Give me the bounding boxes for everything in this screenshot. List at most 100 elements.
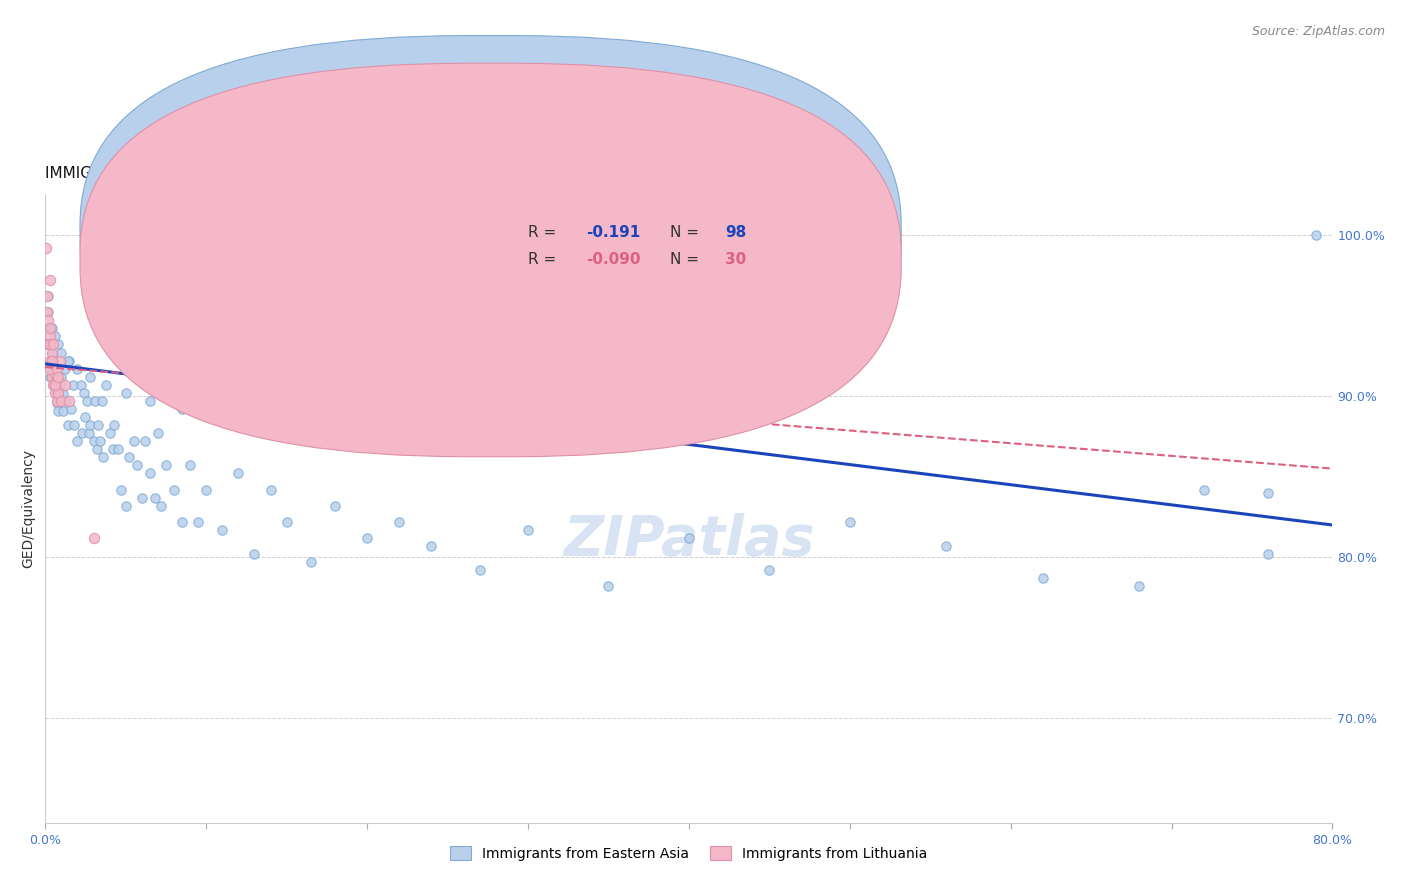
Point — [45, 369, 67, 384]
Point — [37, 305, 59, 319]
Point — [146, 426, 169, 441]
Point — [52, 403, 75, 417]
Point — [35, 241, 58, 255]
Point — [41, 353, 63, 368]
Point — [39, 369, 62, 384]
Point — [101, 442, 124, 457]
Point — [35, 289, 58, 303]
Point — [46, 403, 69, 417]
Point — [35, 305, 58, 319]
Point — [55, 393, 77, 408]
Point — [838, 515, 860, 529]
Point — [356, 531, 378, 545]
Point — [1257, 547, 1279, 561]
Point — [73, 385, 96, 400]
Text: 98: 98 — [725, 225, 747, 240]
Point — [516, 523, 538, 537]
Point — [468, 563, 491, 577]
FancyBboxPatch shape — [444, 207, 894, 277]
Point — [41, 361, 63, 376]
Point — [935, 539, 957, 553]
Point — [103, 418, 125, 433]
Point — [150, 499, 173, 513]
Point — [91, 450, 114, 465]
Point — [84, 393, 107, 408]
Point — [195, 483, 218, 497]
Point — [48, 353, 70, 368]
Point — [53, 377, 76, 392]
Point — [758, 563, 780, 577]
Point — [46, 385, 69, 400]
FancyBboxPatch shape — [80, 36, 901, 429]
Point — [131, 491, 153, 505]
Point — [58, 393, 80, 408]
FancyBboxPatch shape — [80, 63, 901, 457]
Legend: Immigrants from Eastern Asia, Immigrants from Lithuania: Immigrants from Eastern Asia, Immigrants… — [444, 840, 934, 866]
Point — [179, 458, 201, 473]
Point — [228, 467, 250, 481]
Point — [45, 395, 67, 409]
Point — [77, 426, 100, 441]
Point — [66, 361, 89, 376]
Point — [1192, 483, 1215, 497]
Text: 30: 30 — [725, 252, 747, 268]
Point — [51, 393, 73, 408]
Point — [163, 483, 186, 497]
Point — [118, 450, 141, 465]
Point — [51, 369, 73, 384]
Point — [44, 329, 66, 343]
Point — [323, 499, 346, 513]
Point — [44, 377, 66, 392]
Point — [62, 377, 84, 392]
Point — [678, 531, 700, 545]
Text: N =: N = — [669, 252, 703, 268]
Point — [259, 418, 281, 433]
Point — [98, 426, 121, 441]
Point — [39, 361, 62, 376]
Point — [39, 337, 62, 351]
Point — [46, 369, 69, 384]
Point — [110, 483, 132, 497]
Point — [90, 393, 112, 408]
Point — [276, 515, 298, 529]
Point — [51, 345, 73, 359]
Point — [1305, 227, 1327, 242]
Point — [56, 418, 79, 433]
Point — [69, 377, 91, 392]
Point — [46, 385, 69, 400]
Point — [134, 434, 156, 449]
Point — [87, 418, 110, 433]
Point — [114, 499, 136, 513]
Point — [79, 418, 101, 433]
Point — [83, 531, 105, 545]
Text: -0.191: -0.191 — [586, 225, 640, 240]
Text: Source: ZipAtlas.com: Source: ZipAtlas.com — [1251, 25, 1385, 38]
Point — [125, 458, 148, 473]
Point — [44, 385, 66, 400]
Point — [37, 313, 59, 327]
Point — [42, 357, 65, 371]
Point — [299, 555, 322, 569]
Point — [155, 458, 177, 473]
Point — [46, 337, 69, 351]
Point — [83, 434, 105, 449]
Point — [143, 491, 166, 505]
Point — [211, 523, 233, 537]
Point — [41, 347, 63, 361]
Point — [39, 353, 62, 368]
Text: IMMIGRANTS FROM EASTERN ASIA VS IMMIGRANTS FROM LITHUANIA GED/EQUIVALENCY CORREL: IMMIGRANTS FROM EASTERN ASIA VS IMMIGRAN… — [45, 166, 891, 181]
Point — [170, 515, 193, 529]
Point — [42, 377, 65, 392]
Text: ZIPatlas: ZIPatlas — [562, 513, 814, 567]
Point — [39, 321, 62, 335]
Point — [44, 367, 66, 381]
Text: -0.090: -0.090 — [586, 252, 640, 268]
Point — [48, 377, 70, 392]
Point — [44, 385, 66, 400]
Point — [53, 361, 76, 376]
Point — [76, 393, 98, 408]
Point — [39, 329, 62, 343]
Point — [170, 401, 193, 416]
Point — [187, 515, 209, 529]
Point — [41, 369, 63, 384]
